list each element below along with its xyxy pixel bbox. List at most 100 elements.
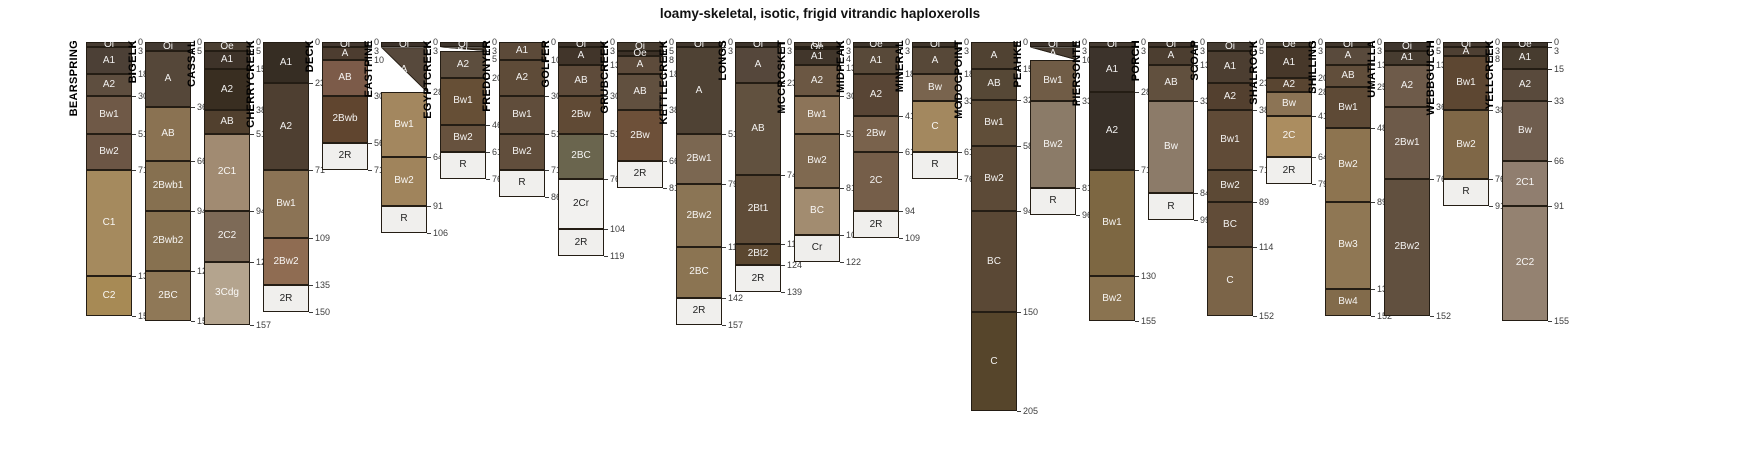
horizon: A xyxy=(381,47,427,93)
depth-label: 3 xyxy=(905,45,911,56)
depth-tick xyxy=(250,133,254,135)
depth-label: 122 xyxy=(846,256,862,267)
horizon-label: 2R xyxy=(869,218,883,230)
depth-label: 36 xyxy=(197,101,208,112)
horizon-label: A xyxy=(990,49,998,61)
horizon-label: A1 xyxy=(1223,61,1237,73)
horizon: R xyxy=(440,151,486,179)
depth-tick xyxy=(1135,321,1139,322)
horizon-label: A2 xyxy=(515,72,529,83)
depth-tick xyxy=(1253,315,1257,317)
horizon: 2Bw xyxy=(558,96,604,134)
depth-label: 89 xyxy=(1377,197,1388,208)
depth-label: 81 xyxy=(669,182,680,193)
depth-tick xyxy=(545,42,549,43)
depth-tick xyxy=(1371,42,1375,43)
horizon: Bw1 xyxy=(1207,110,1253,170)
horizon: A1 xyxy=(1089,47,1135,93)
horizon-label: A2 xyxy=(220,83,234,95)
depth-label: 18 xyxy=(138,69,149,80)
horizon: A xyxy=(322,47,368,60)
depth-tick xyxy=(486,124,490,126)
profile-name-label: MODOCPOINT xyxy=(953,40,965,119)
depth-tick xyxy=(368,169,372,171)
profile-name-label: BEARSPRING xyxy=(68,40,80,117)
horizon: 2Cr xyxy=(558,178,604,230)
horizon-label: AB xyxy=(1341,70,1355,82)
depth-label: 76 xyxy=(492,173,503,184)
depth-label: 0 xyxy=(610,37,616,47)
horizon: Oe xyxy=(794,43,840,53)
horizon-label: A xyxy=(1049,47,1057,59)
horizon: A1 xyxy=(204,51,250,69)
depth-tick xyxy=(1135,42,1139,43)
depth-label: 150 xyxy=(315,307,331,317)
depth-tick xyxy=(545,133,549,135)
depth-tick xyxy=(427,47,431,49)
depth-tick xyxy=(191,211,195,213)
horizon-label: 2Bwb xyxy=(332,113,358,125)
depth-label: 0 xyxy=(374,37,380,47)
depth-tick xyxy=(309,42,313,43)
depth-tick xyxy=(1548,321,1552,322)
depth-label: 74 xyxy=(787,170,798,181)
horizon: Bw2 xyxy=(440,124,486,152)
horizon-label: Bw2 xyxy=(1043,138,1063,150)
depth-tick xyxy=(663,42,667,43)
horizon-label: Oe xyxy=(869,38,883,50)
depth-tick xyxy=(1430,42,1434,43)
horizon-label: 2Bw xyxy=(630,129,650,141)
profile-name-label: FREDONYER xyxy=(481,40,493,112)
horizon: Oi xyxy=(794,39,840,50)
depth-label: 3 xyxy=(728,45,734,56)
depth-tick xyxy=(309,312,313,313)
depth-tick xyxy=(1017,99,1021,101)
depth-tick xyxy=(309,169,313,171)
horizon-label: Oi xyxy=(635,40,645,52)
depth-tick xyxy=(309,285,313,286)
depth-label: 94 xyxy=(905,206,916,217)
depth-label: 0 xyxy=(728,37,734,47)
horizon-label: Bw2 xyxy=(984,172,1004,184)
depth-label: 66 xyxy=(197,155,208,166)
depth-label: 81 xyxy=(1082,182,1093,193)
depth-label: 3 xyxy=(433,45,439,56)
horizon-label: Bw xyxy=(928,81,942,93)
depth-label: 76 xyxy=(1436,173,1447,184)
depth-tick xyxy=(663,51,667,52)
depth-tick xyxy=(545,96,549,97)
depth-tick xyxy=(663,74,667,76)
profile-name-label: SHALROCK xyxy=(1248,40,1260,105)
horizon-label: BC xyxy=(810,205,824,217)
depth-label: 10 xyxy=(374,55,385,65)
depth-tick xyxy=(1548,47,1552,49)
depth-tick xyxy=(545,169,549,171)
depth-label: 5 xyxy=(492,54,498,64)
depth-tick xyxy=(191,321,195,322)
depth-tick xyxy=(132,169,136,171)
profile-name-label: GRUBCREEK xyxy=(599,40,611,114)
depth-tick xyxy=(191,42,195,43)
horizon-label: Oi xyxy=(930,38,940,50)
depth-tick xyxy=(604,65,608,67)
horizon: Bw xyxy=(1502,101,1548,161)
horizon-label: A2 xyxy=(1105,125,1119,137)
chart-title: loamy-skeletal, isotic, frigid vitrandic… xyxy=(659,6,981,21)
horizon: R xyxy=(1148,193,1194,221)
horizon: A xyxy=(558,47,604,66)
horizon-label: BC xyxy=(987,255,1001,267)
horizon-label: 2R xyxy=(633,168,647,180)
horizon-label: Oi xyxy=(1166,38,1176,50)
depth-tick xyxy=(604,229,608,231)
horizon: A2 xyxy=(1089,92,1135,170)
depth-tick xyxy=(1253,169,1257,171)
horizon: A2 xyxy=(1384,65,1430,107)
depth-tick xyxy=(1194,65,1198,67)
depth-label: 94 xyxy=(1023,206,1034,217)
depth-label: 61 xyxy=(492,146,503,157)
depth-tick xyxy=(1253,51,1257,52)
horizon-label: A1 xyxy=(220,54,234,65)
depth-tick xyxy=(899,211,903,213)
horizon-label: Oi xyxy=(1107,38,1117,50)
horizon: 2Bw xyxy=(853,115,899,152)
